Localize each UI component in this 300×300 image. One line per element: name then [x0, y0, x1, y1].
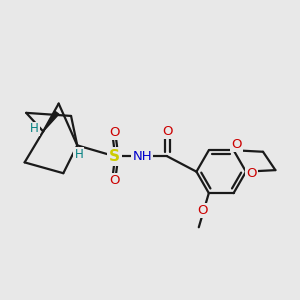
Text: O: O — [109, 125, 120, 139]
Text: H: H — [74, 148, 83, 160]
Text: S: S — [109, 149, 120, 164]
Text: O: O — [231, 138, 242, 151]
Text: O: O — [162, 125, 172, 138]
Text: NH: NH — [132, 150, 152, 163]
Text: O: O — [246, 167, 257, 180]
Text: O: O — [198, 204, 208, 218]
Polygon shape — [43, 112, 59, 131]
Text: H: H — [30, 122, 39, 135]
Text: O: O — [109, 174, 120, 187]
